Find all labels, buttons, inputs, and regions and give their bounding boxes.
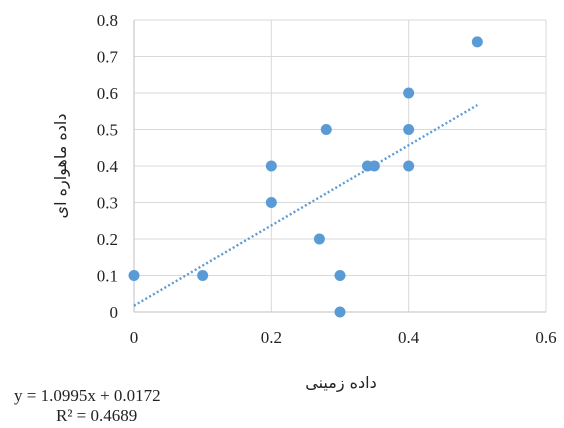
- data-point: [471, 36, 483, 48]
- trendline-group: [133, 104, 478, 307]
- trendline-r-squared: R² = 0.4689: [56, 406, 138, 425]
- y-tick-labels: 0 0.1 0.2 0.3 0.4 0.5 0.6 0.7 0.8: [97, 11, 119, 322]
- x-tick-labels: 0 0.2 0.4 0.6: [130, 328, 557, 347]
- data-point: [368, 160, 380, 172]
- x-tick-label: 0.2: [261, 328, 282, 347]
- data-point: [403, 160, 415, 172]
- x-tick-label: 0: [130, 328, 139, 347]
- data-point: [403, 87, 415, 99]
- data-point: [313, 233, 325, 245]
- x-tick-label: 0.4: [398, 328, 420, 347]
- data-point: [320, 124, 332, 135]
- data-point: [265, 197, 277, 208]
- x-axis-title: داده زمینی: [305, 373, 376, 393]
- x-tick-label: 0.6: [535, 328, 556, 347]
- data-point: [128, 270, 140, 281]
- data-point: [197, 270, 209, 281]
- trendline: [133, 104, 478, 307]
- data-point: [403, 124, 415, 135]
- y-tick-label: 0: [110, 303, 119, 322]
- data-points: [128, 36, 483, 318]
- y-axis-title: داده ماهواره ای: [51, 114, 71, 219]
- data-point: [334, 306, 346, 318]
- data-point: [265, 160, 277, 172]
- y-tick-label: 0.8: [97, 11, 118, 30]
- y-tick-label: 0.4: [97, 157, 119, 176]
- y-tick-label: 0.3: [97, 194, 118, 213]
- data-point: [334, 270, 346, 281]
- trendline-equation: y = 1.0995x + 0.0172: [14, 386, 161, 405]
- y-tick-label: 0.2: [97, 230, 118, 249]
- grid: [134, 19, 547, 312]
- y-tick-label: 0.1: [97, 267, 118, 286]
- y-tick-label: 0.5: [97, 121, 118, 140]
- y-tick-label: 0.6: [97, 84, 118, 103]
- y-tick-label: 0.7: [97, 48, 119, 67]
